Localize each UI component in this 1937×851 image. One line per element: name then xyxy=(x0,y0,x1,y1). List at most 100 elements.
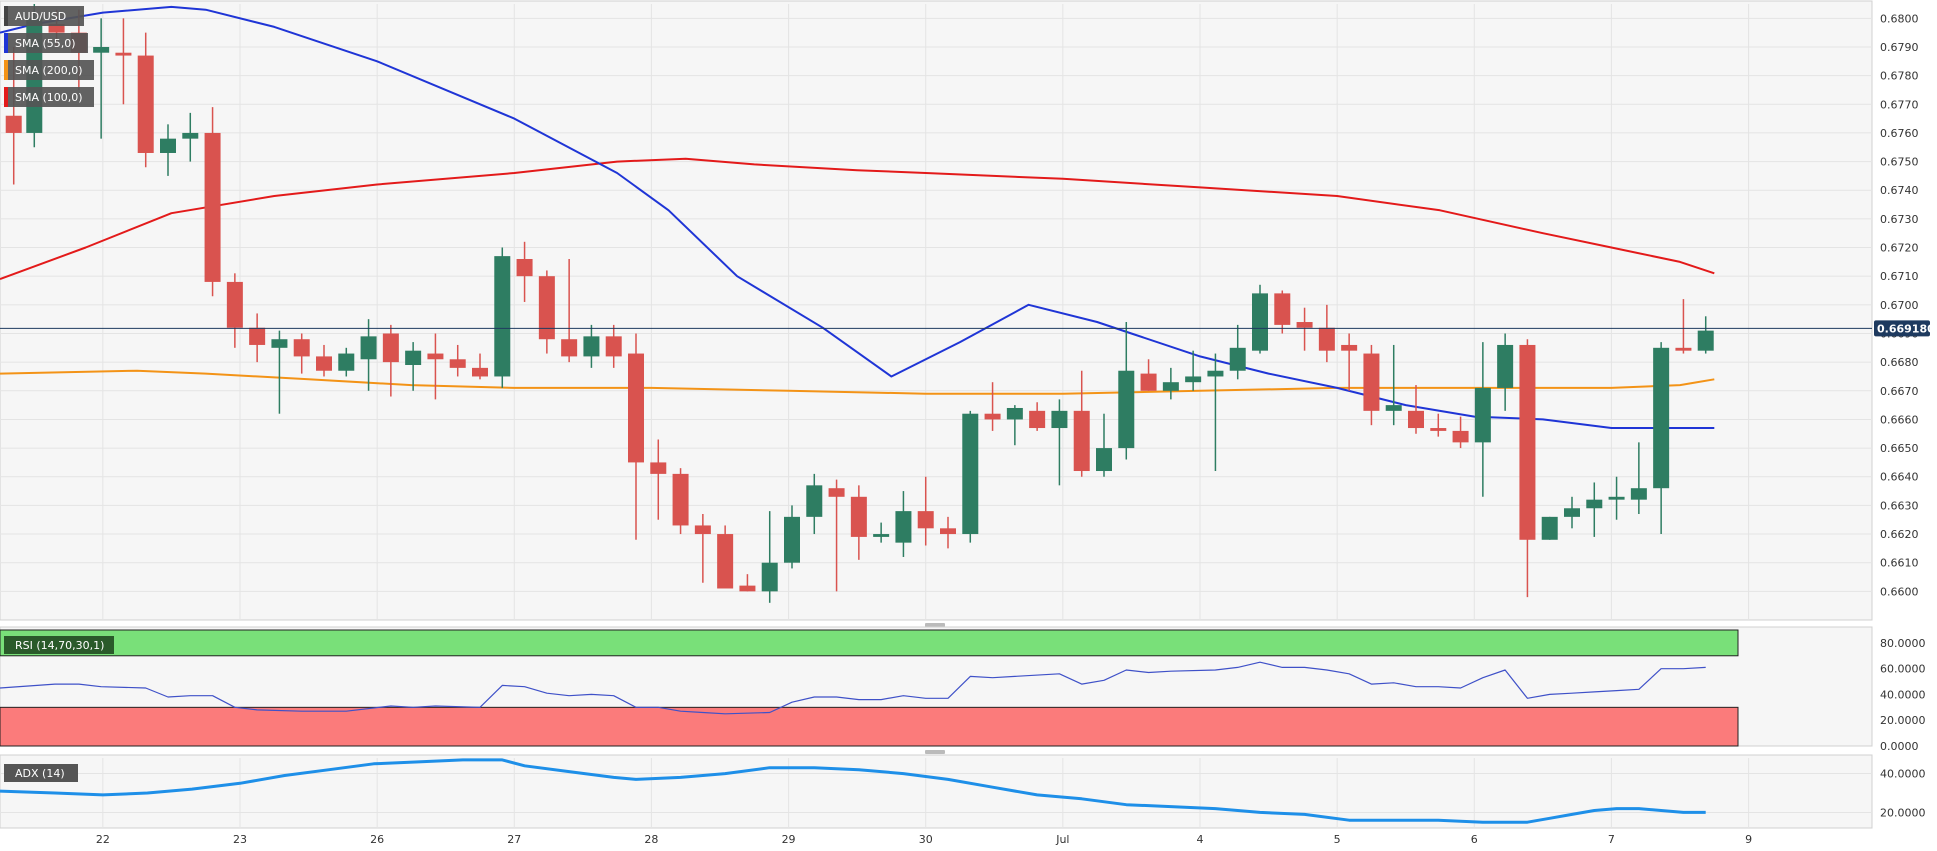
price-tick-label: 0.6670 xyxy=(1880,385,1919,398)
candle-down xyxy=(1274,290,1291,334)
candle-down xyxy=(1296,307,1313,351)
rsi-pane: 0.0000 20.0000 40.0000 60.0000 80.0000 RSI (1… xyxy=(0,626,1926,754)
price-tick-label: 0.6660 xyxy=(1880,413,1919,426)
candle-body xyxy=(583,336,600,357)
candle-body xyxy=(1162,382,1179,391)
candle-body xyxy=(449,359,466,368)
candle-body xyxy=(940,528,956,535)
adx-tick-label: 20.0000 xyxy=(1880,806,1926,819)
candle-body xyxy=(761,562,778,592)
candle-body xyxy=(1385,405,1402,411)
candle-up xyxy=(1564,496,1580,529)
candle-up xyxy=(1474,342,1491,497)
candle-body xyxy=(917,511,934,529)
candle-body xyxy=(1452,430,1469,443)
candle-up xyxy=(1006,405,1023,446)
rsi-tick-label: 20.0000 xyxy=(1880,714,1926,727)
candle-body xyxy=(1185,376,1202,383)
price-pane: 0.6600 0.6610 0.6620 0.6630 0.6640 0.6650 0.66… xyxy=(0,0,1935,627)
legend: AUD/USD SMA (55,0) SMA (200,0) SMA (100,0) xyxy=(4,6,94,107)
candle-body xyxy=(538,276,555,340)
candle-body xyxy=(1564,508,1580,517)
candle-down xyxy=(1140,359,1157,391)
candle-up xyxy=(1653,342,1670,535)
candle-up xyxy=(494,247,511,388)
legend-label: AUD/USD xyxy=(15,10,66,23)
price-pane-background xyxy=(0,0,1873,621)
candle-down xyxy=(1408,385,1424,434)
pane-resize-handle[interactable] xyxy=(925,750,945,754)
candle-down xyxy=(382,324,399,397)
candle-up xyxy=(360,319,377,391)
candle-body xyxy=(784,516,800,563)
candle-body xyxy=(93,46,110,53)
candle-up xyxy=(1497,333,1514,411)
candle-down xyxy=(449,344,466,377)
candle-body xyxy=(1252,293,1268,351)
candle-down xyxy=(516,241,533,302)
price-tick-label: 0.6720 xyxy=(1880,242,1919,255)
candle-up xyxy=(1229,324,1246,380)
sma-100-line xyxy=(0,157,1715,281)
candle-down xyxy=(115,18,132,105)
candle-body xyxy=(293,339,310,357)
candle-down xyxy=(561,258,578,363)
candle-up xyxy=(1608,476,1625,520)
candle-up xyxy=(895,491,912,557)
candle-up xyxy=(1541,516,1558,540)
adx-pane-background xyxy=(0,754,1873,829)
candle-down xyxy=(828,479,845,592)
candle-up xyxy=(1118,322,1135,460)
candle-body xyxy=(1096,448,1112,472)
candle-body xyxy=(984,413,1001,420)
price-tick-label: 0.6800 xyxy=(1880,12,1919,25)
candle-up xyxy=(338,347,355,377)
candle-up xyxy=(1630,442,1647,514)
rsi-tick-label: 0.0000 xyxy=(1880,740,1919,753)
candle-body xyxy=(1474,387,1491,443)
price-tick-label: 0.6700 xyxy=(1880,299,1919,312)
legend-item-sma55: SMA (55,0) xyxy=(4,33,88,53)
candle-up xyxy=(1586,482,1603,537)
price-tick-label: 0.6760 xyxy=(1880,127,1919,140)
legend-box xyxy=(4,87,94,107)
legend-swatch xyxy=(4,87,8,107)
candle-body xyxy=(739,585,756,592)
candle-up xyxy=(1252,284,1268,354)
candle-body xyxy=(1519,344,1536,540)
sma-200-line xyxy=(0,369,1715,395)
price-tick-label: 0.6770 xyxy=(1880,98,1919,111)
candle-body xyxy=(48,24,65,33)
candle-body xyxy=(115,52,132,56)
candle-body xyxy=(226,281,243,328)
candle-body xyxy=(694,525,711,535)
candle-down xyxy=(694,513,711,583)
candle-body xyxy=(494,256,511,377)
time-tick-label: 4 xyxy=(1197,833,1204,846)
candle-up xyxy=(806,473,823,535)
candle-body xyxy=(1140,373,1157,391)
candle-body xyxy=(1207,370,1224,377)
candle-body xyxy=(1608,496,1625,500)
candle-body xyxy=(338,353,355,371)
candle-up xyxy=(1697,316,1714,354)
time-tick-label: Jul xyxy=(1055,833,1069,846)
candle-down xyxy=(628,333,644,540)
time-axis: 22 23 26 27 28 29 30 Jul 4 5 6 7 9 xyxy=(96,833,1752,846)
pane-resize-handle[interactable] xyxy=(925,623,945,627)
candle-body xyxy=(1341,344,1358,351)
legend-label: SMA (100,0) xyxy=(15,91,83,104)
candle-down xyxy=(940,516,956,549)
candle-body xyxy=(1697,330,1714,351)
candle-down xyxy=(605,324,622,368)
candle-body xyxy=(1296,322,1313,328)
candle-down xyxy=(538,270,555,354)
candle-body xyxy=(628,353,644,463)
candle-body xyxy=(160,138,176,153)
rsi-oversold-zone xyxy=(0,706,1739,747)
time-tick-label: 6 xyxy=(1471,833,1478,846)
candle-down xyxy=(1073,370,1090,477)
legend-swatch xyxy=(4,60,8,80)
candle-up xyxy=(761,511,778,603)
